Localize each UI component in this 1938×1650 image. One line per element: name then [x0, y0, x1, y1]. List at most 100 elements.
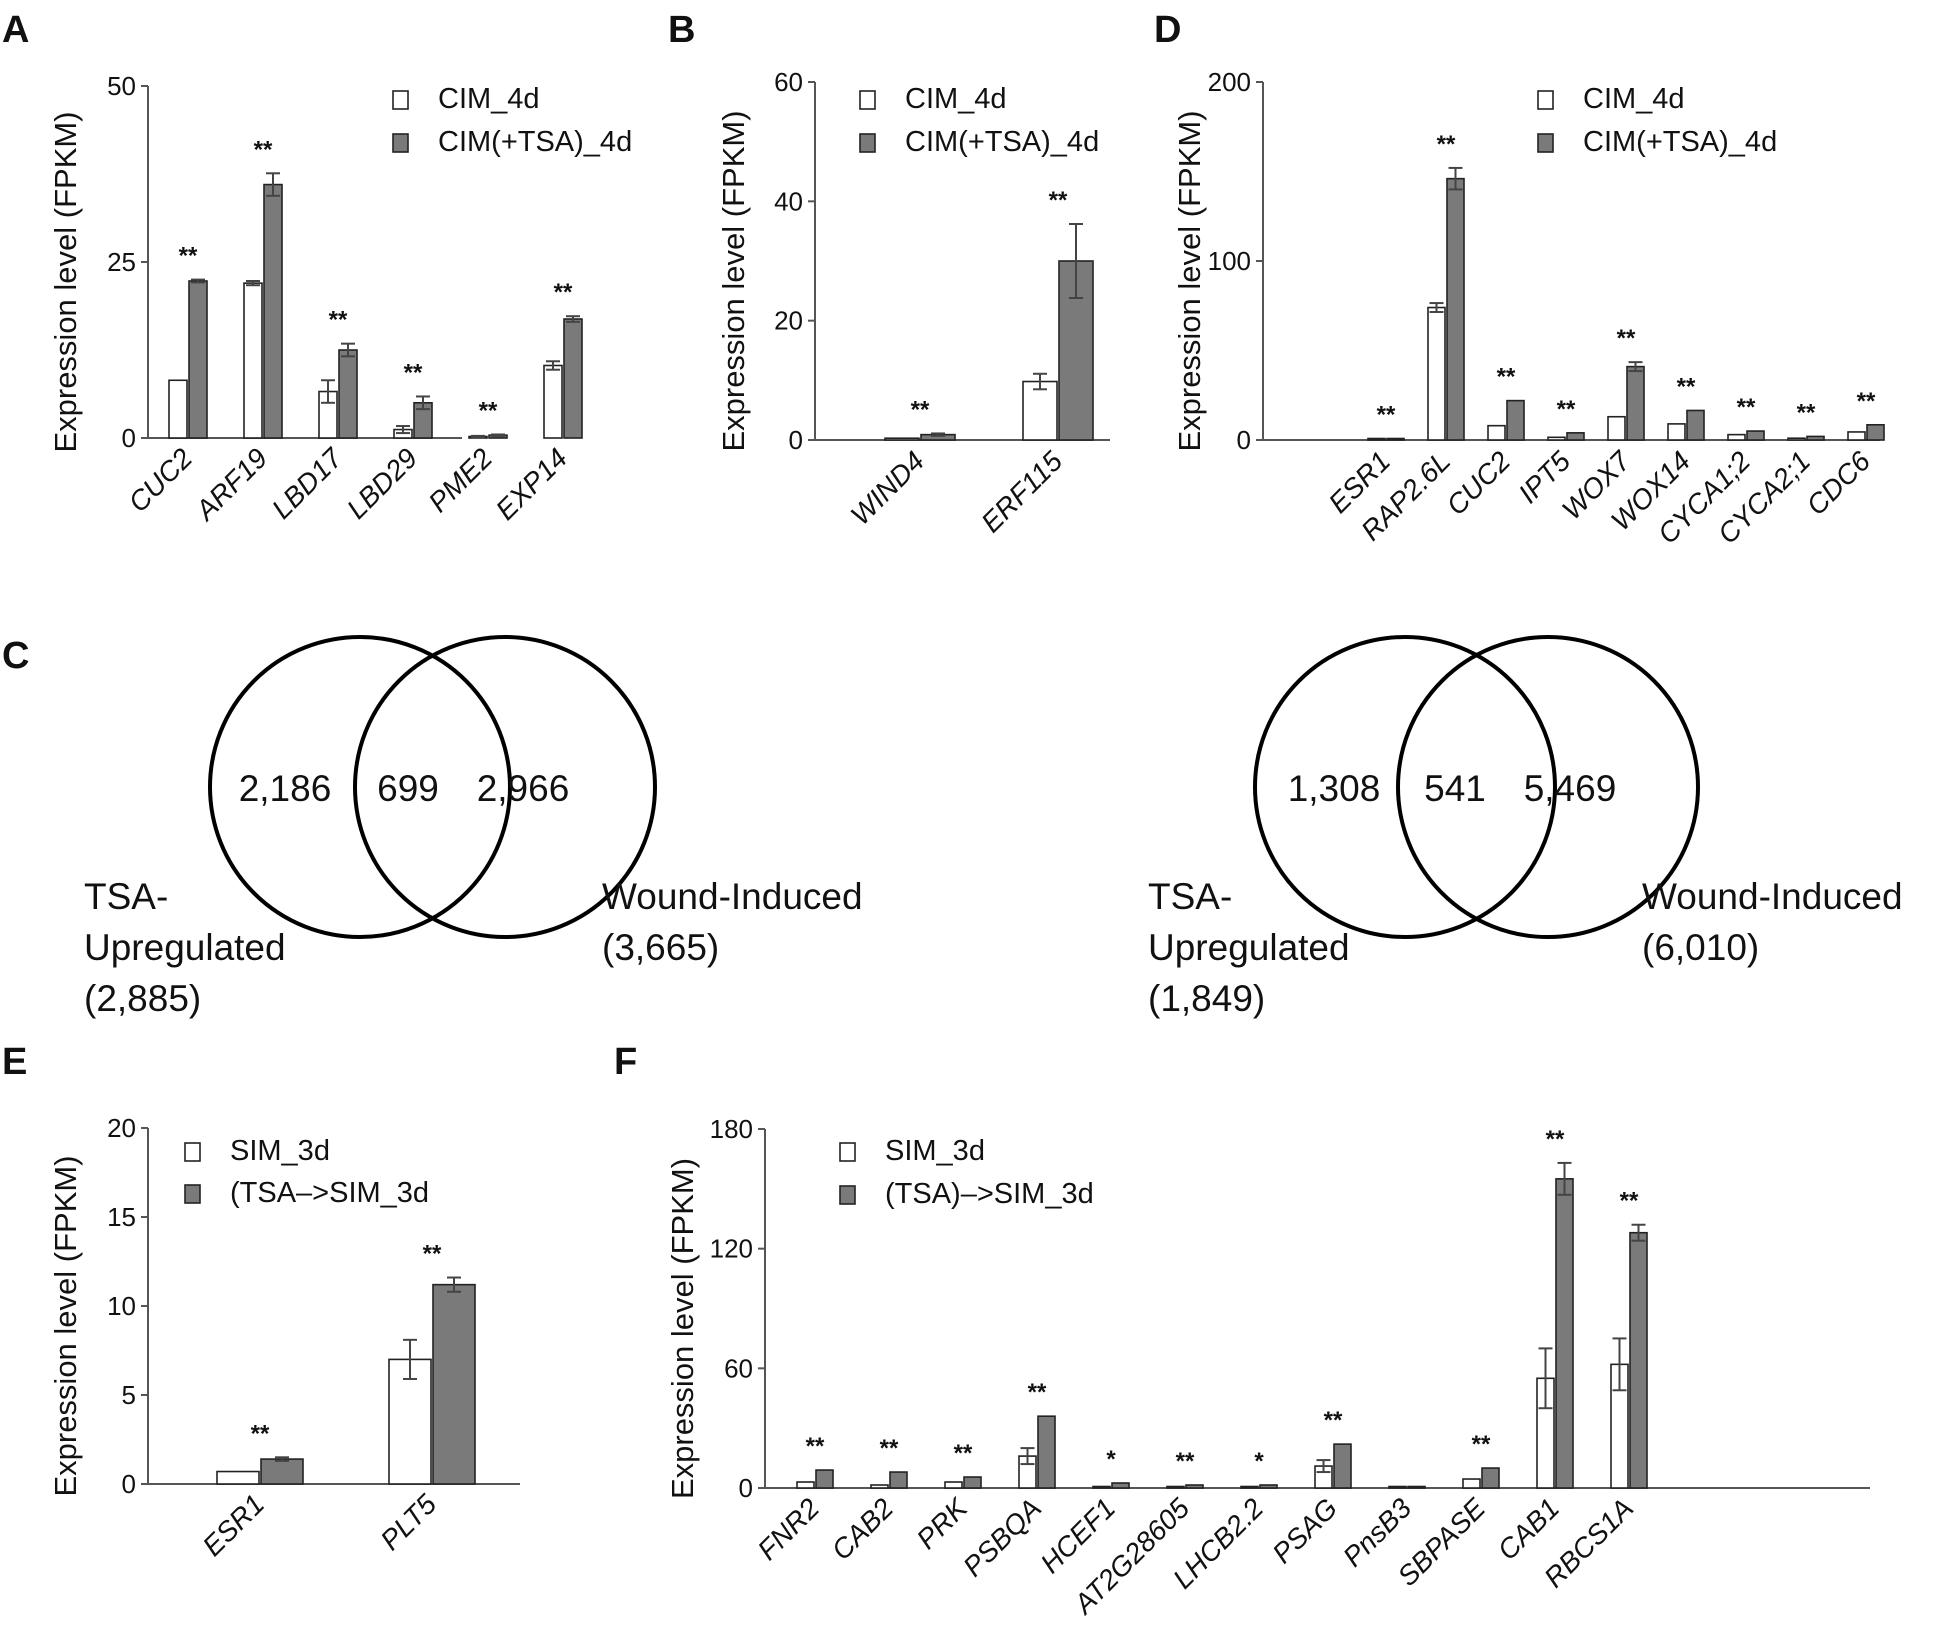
- pf-bar-control: [1092, 1485, 1111, 1489]
- pa-legend-swatch: [392, 133, 409, 153]
- pf-significance: **: [1472, 1431, 1491, 1458]
- pa-ytick-label: 25: [107, 247, 136, 277]
- pe-legend-swatch: [184, 1142, 201, 1162]
- pe-ytick-label: 15: [107, 1202, 136, 1232]
- pd-bar-treated: [1386, 437, 1405, 441]
- pb-category-label: ERF115: [975, 445, 1068, 538]
- pf-legend-label: SIM_3d: [885, 1135, 985, 1167]
- venn-1-right-circle: [353, 635, 657, 939]
- venn-1-left-caption-line2: Upregulated: [84, 927, 286, 968]
- pb-ytick-label: 60: [774, 67, 803, 97]
- pe-bar-control: [388, 1358, 432, 1485]
- panel-label-f: F: [614, 1041, 637, 1083]
- pd-bar-control: [1667, 423, 1686, 441]
- pf-significance: **: [806, 1433, 825, 1460]
- pf-significance: **: [1546, 1126, 1565, 1153]
- pb-ytick-label: 20: [774, 306, 803, 336]
- pf-bar-control: [1240, 1485, 1259, 1489]
- pd-bar-control: [1847, 431, 1866, 441]
- pe-legend-label: SIM_3d: [230, 1135, 330, 1167]
- pd-significance: **: [1437, 131, 1456, 158]
- pd-bar-treated: [1866, 423, 1885, 441]
- venn-2-left-caption-line1: TSA-: [1148, 876, 1232, 917]
- pd-legend-swatch: [1537, 133, 1554, 153]
- pf-significance: **: [954, 1440, 973, 1467]
- pe-significance: **: [251, 1420, 270, 1447]
- pa-bar-treated: [338, 349, 358, 439]
- pf-bar-treated: [963, 1476, 982, 1489]
- pa-category-label: LBD29: [341, 442, 423, 524]
- pf-category-label: PSAG: [1266, 1492, 1343, 1569]
- venn-1-right-count: 2,966: [477, 768, 570, 809]
- pd-significance: **: [1557, 396, 1576, 423]
- pf-bar-treated: [1555, 1178, 1574, 1489]
- pf-bar-treated: [1481, 1467, 1500, 1489]
- panel-label-e: E: [2, 1041, 27, 1083]
- pf-bar-control: [1388, 1485, 1407, 1489]
- pb-legend-label: CIM_4d: [905, 83, 1007, 115]
- pd-ytick-label: 200: [1208, 67, 1251, 97]
- pd-bar-treated: [1806, 435, 1825, 441]
- pd-bar-treated: [1686, 409, 1705, 441]
- pa-significance: **: [329, 307, 348, 334]
- panel-label-c: C: [2, 635, 29, 677]
- pf-significance: **: [880, 1435, 899, 1462]
- pa-bar-control: [243, 282, 263, 439]
- pa-category-label: CUC2: [122, 442, 198, 518]
- pd-significance: **: [1497, 364, 1516, 391]
- pf-bar-treated: [815, 1469, 834, 1489]
- pd-bar-control: [1367, 437, 1386, 441]
- pb-bar-control: [1022, 380, 1058, 441]
- pe-bar-control: [216, 1470, 260, 1485]
- pe-ytick-label: 5: [122, 1380, 136, 1410]
- pa-legend-label: CIM_4d: [438, 83, 540, 115]
- pd-category-label: CUC2: [1440, 445, 1516, 521]
- pb-category-label: WIND4: [845, 445, 931, 531]
- pd-bar-treated: [1746, 430, 1765, 441]
- pd-legend-label: CIM(+TSA)_4d: [1583, 126, 1777, 158]
- pf-legend-swatch: [839, 1142, 856, 1162]
- panel-label-a: A: [2, 9, 29, 51]
- pf-legend-swatch: [839, 1185, 856, 1205]
- pa-bar-control: [543, 364, 563, 439]
- pa-significance: **: [479, 397, 498, 424]
- pd-significance: **: [1377, 402, 1396, 429]
- venn-2-left-caption-line2: Upregulated: [1148, 927, 1350, 968]
- pf-significance: **: [1620, 1188, 1639, 1215]
- pf-significance: **: [1324, 1407, 1343, 1434]
- pb-significance: **: [911, 396, 930, 423]
- pd-bar-treated: [1566, 432, 1585, 441]
- venn-2: 1,308 541 5,469 TSA- Upregulated (1,849)…: [1148, 635, 1903, 1019]
- pd-bar-treated: [1446, 177, 1465, 441]
- pa-significance: **: [254, 136, 273, 163]
- pd-legend-swatch: [1537, 90, 1554, 110]
- pb-significance: **: [1049, 187, 1068, 214]
- pa-bar-control: [168, 379, 188, 439]
- pe-y-axis-title: Expression level (FPKM): [48, 1155, 83, 1496]
- pe-ytick-label: 10: [107, 1291, 136, 1321]
- pd-significance: **: [1617, 325, 1636, 352]
- pf-significance: **: [1176, 1448, 1195, 1475]
- pf-bar-treated: [1629, 1231, 1648, 1489]
- pb-ytick-label: 40: [774, 186, 803, 216]
- pa-ytick-label: 50: [107, 71, 136, 101]
- pe-significance: **: [423, 1241, 442, 1268]
- pa-category-label: EXP14: [490, 442, 574, 526]
- pa-legend-label: CIM(+TSA)_4d: [438, 126, 632, 158]
- pf-legend-label: (TSA)–>SIM_3d: [885, 1178, 1094, 1210]
- panel-a: A 0 25 50 Expression level (FPKM) ** CUC2 ** ARF…: [2, 9, 632, 527]
- pd-bar-control: [1487, 424, 1506, 441]
- pd-bar-control: [1547, 436, 1566, 441]
- pb-legend-swatch: [859, 90, 876, 110]
- pf-category-label: FNR2: [752, 1492, 826, 1566]
- pb-ytick-label: 0: [789, 425, 803, 455]
- pf-bar-treated: [1185, 1484, 1204, 1489]
- venn-1-left-circle: [208, 635, 512, 939]
- venn-2-right-caption-line2: (6,010): [1642, 927, 1759, 968]
- venn-2-overlap-count: 541: [1424, 768, 1486, 809]
- pd-bar-control: [1427, 306, 1446, 441]
- pb-y-axis-title: Expression level (FPKM): [716, 110, 751, 451]
- venn-1-overlap-count: 699: [377, 768, 439, 809]
